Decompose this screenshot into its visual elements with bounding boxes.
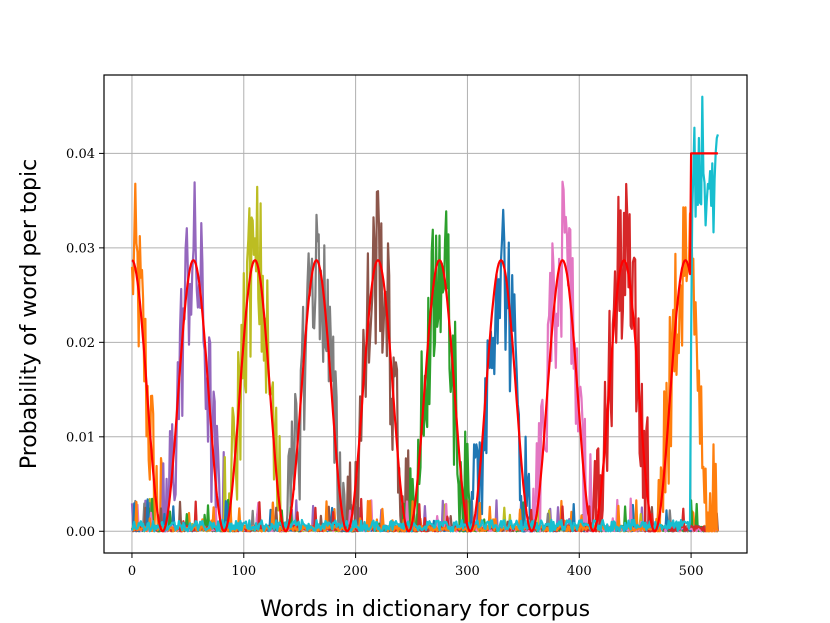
x-tick-label: 300 <box>455 564 480 579</box>
y-tick-label: 0.03 <box>66 241 95 256</box>
x-axis-label: Words in dictionary for corpus <box>260 597 590 622</box>
reference-line <box>131 152 718 533</box>
x-tick-label: 200 <box>343 564 368 579</box>
axis-ticks: 0 100 200 300 400 500 0.00 0.01 0.02 0.03 0.04 <box>66 147 703 579</box>
y-axis-label: Probability of word per topic <box>17 159 42 469</box>
y-tick-label: 0.04 <box>66 147 95 162</box>
grid-lines <box>104 75 747 553</box>
x-tick-label: 100 <box>231 564 256 579</box>
x-tick-label: 500 <box>679 564 704 579</box>
reference-curve <box>131 152 718 533</box>
y-tick-label: 0.01 <box>66 430 95 445</box>
x-tick-label: 400 <box>567 564 592 579</box>
series-lines <box>130 95 719 533</box>
x-tick-label: 0 <box>128 564 136 579</box>
y-tick-label: 0.00 <box>66 525 95 540</box>
plot-frame <box>103 74 748 554</box>
y-tick-label: 0.02 <box>66 336 95 351</box>
series-line <box>130 95 719 533</box>
